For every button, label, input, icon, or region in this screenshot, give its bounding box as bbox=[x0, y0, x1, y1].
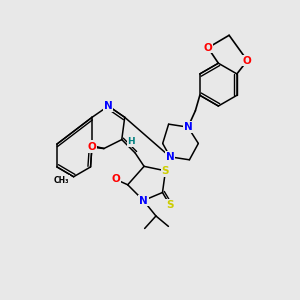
Text: S: S bbox=[166, 200, 174, 210]
Text: H: H bbox=[128, 137, 135, 146]
Text: O: O bbox=[111, 174, 120, 184]
Text: O: O bbox=[204, 43, 212, 53]
Text: CH₃: CH₃ bbox=[54, 176, 70, 185]
Text: N: N bbox=[139, 196, 148, 206]
Text: O: O bbox=[243, 56, 252, 65]
Text: N: N bbox=[166, 152, 175, 162]
Text: N: N bbox=[184, 122, 192, 132]
Text: N: N bbox=[104, 101, 113, 111]
Text: O: O bbox=[87, 142, 96, 152]
Text: S: S bbox=[162, 166, 169, 176]
Text: N: N bbox=[88, 140, 96, 151]
